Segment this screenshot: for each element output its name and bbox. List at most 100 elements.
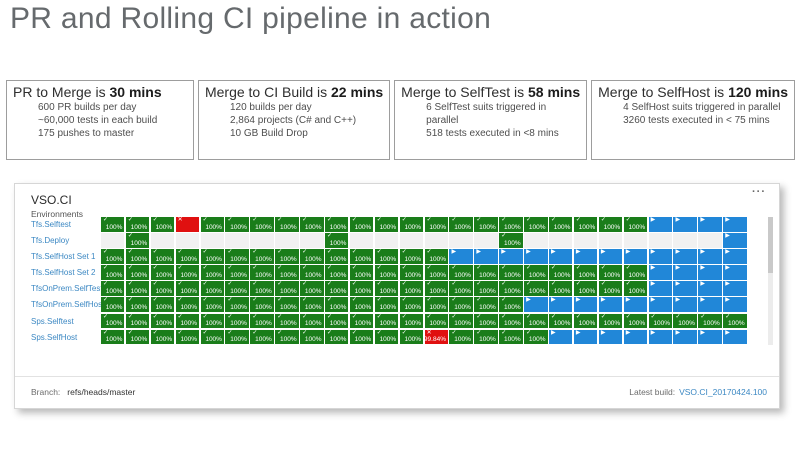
deployment-cell-pass[interactable]: ✓ 100% [474, 281, 498, 296]
deployment-cell-running[interactable]: ▶ [648, 297, 672, 312]
deployment-cell-pass[interactable]: ✓ 100% [449, 265, 473, 280]
deployment-cell-pass[interactable]: ✓ 100% [325, 265, 349, 280]
deployment-cell-running[interactable]: ▶ [723, 297, 747, 312]
deployment-cell-running[interactable]: ▶ [673, 329, 697, 345]
deployment-cell-pass[interactable]: ✓ 100% [424, 297, 448, 312]
deployment-cell-running[interactable]: ▶ [723, 217, 747, 232]
deployment-cell-pass[interactable]: ✓ 100% [449, 297, 473, 312]
deployment-cell-running[interactable]: ▶ [698, 217, 722, 232]
deployment-cell-pass[interactable]: ✓ 100% [424, 313, 448, 329]
deployment-cell-pass[interactable]: ✓ 100% [175, 265, 200, 280]
environment-link[interactable]: Tfs.SelfHost Set 1 [31, 252, 96, 262]
deployment-cell-pass[interactable]: ✓ 100% [573, 281, 598, 296]
deployment-cell-pass[interactable]: ✓ 100% [125, 249, 150, 264]
deployment-cell-pass[interactable]: ✓ 100% [598, 313, 623, 329]
environment-link[interactable]: Sps.SelfHost [31, 332, 78, 342]
deployment-cell-pass[interactable]: ✓ 100% [225, 265, 249, 280]
deployment-cell-pass[interactable]: ✓ 100% [175, 329, 200, 345]
deployment-cell-pass[interactable]: ✓ 100% [101, 217, 125, 232]
deployment-cell-pass[interactable]: ✓ 100% [325, 249, 349, 264]
deployment-cell-pass[interactable]: ✓ 100% [499, 217, 523, 232]
deployment-cell-pass[interactable]: ✓ 100% [225, 217, 249, 232]
deployment-cell-running[interactable]: ▶ [623, 297, 648, 312]
deployment-cell-fail[interactable]: ✕ 99.84% [424, 329, 448, 345]
deployment-cell-running[interactable]: ▶ [723, 249, 747, 264]
deployment-cell-pass[interactable]: ✓ 100% [623, 281, 648, 296]
deployment-cell-running[interactable]: ▶ [673, 265, 697, 280]
deployment-cell-pass[interactable]: ✓ 100% [325, 313, 349, 329]
deployment-cell-pass[interactable]: ✓ 100% [125, 281, 150, 296]
deployment-cell-pass[interactable]: ✓ 100% [524, 217, 548, 232]
deployment-cell-pass[interactable]: ✓ 100% [250, 313, 274, 329]
deployment-cell-running[interactable]: ▶ [673, 217, 697, 232]
deployment-cell-pass[interactable]: ✓ 100% [250, 281, 274, 296]
deployment-cell-pass[interactable]: ✓ 100% [399, 281, 424, 296]
deployment-cell-pass[interactable]: ✓ 100% [499, 297, 523, 312]
deployment-cell-pass[interactable]: ✓ 100% [573, 313, 598, 329]
deployment-cell-pass[interactable]: ✓ 100% [275, 329, 299, 345]
deployment-cell-pass[interactable]: ✓ 100% [598, 281, 623, 296]
deployment-cell-pass[interactable]: ✓ 100% [250, 265, 274, 280]
deployment-cell-running[interactable]: ▶ [549, 329, 573, 345]
deployment-cell-pass[interactable]: ✓ 100% [549, 281, 573, 296]
deployment-cell-pass[interactable]: ✓ 100% [225, 313, 249, 329]
deployment-cell-pass[interactable]: ✓ 100% [325, 329, 349, 345]
deployment-cell-pass[interactable]: ✓ 100% [424, 217, 448, 232]
deployment-cell-running[interactable]: ▶ [698, 297, 722, 312]
deployment-cell-pass[interactable]: ✓ 100% [573, 265, 598, 280]
deployment-cell-pass[interactable]: ✓ 100% [524, 329, 548, 345]
deployment-cell-pass[interactable]: ✓ 100% [399, 329, 424, 345]
deployment-cell-running[interactable]: ▶ [648, 281, 672, 296]
deployment-cell-pass[interactable]: ✓ 100% [399, 297, 424, 312]
deployment-cell-pass[interactable]: ✓ 100% [125, 313, 150, 329]
deployment-cell-pass[interactable]: ✓ 100% [499, 313, 523, 329]
deployment-cell-pass[interactable]: ✓ 100% [499, 265, 523, 280]
deployment-cell-pass[interactable]: ✓ 100% [300, 281, 324, 296]
environment-link[interactable]: Tfs.Selftest [31, 220, 72, 229]
environment-link[interactable]: TfsOnPrem.SelfTest [31, 284, 103, 294]
deployment-cell-pass[interactable]: ✓ 100% [349, 297, 374, 312]
deployment-cell-pass[interactable]: ✓ 100% [349, 265, 374, 280]
deployment-cell-running[interactable]: ▶ [499, 249, 523, 264]
deployment-cell-running[interactable]: ▶ [698, 281, 722, 296]
scrollbar-thumb[interactable] [768, 217, 773, 273]
deployment-cell-running[interactable]: ▶ [648, 217, 672, 232]
deployment-cell-pass[interactable]: ✓ 100% [449, 217, 473, 232]
deployment-cell-pass[interactable]: ✓ 100% [101, 329, 125, 345]
deployment-cell-pass[interactable]: ✓ 100% [150, 329, 175, 345]
deployment-cell-pass[interactable]: ✓ 100% [524, 265, 548, 280]
deployment-cell-pass[interactable]: ✓ 100% [399, 217, 424, 232]
deployment-cell-pass[interactable]: ✓ 100% [549, 217, 573, 232]
deployment-cell-pass[interactable]: ✓ 100% [275, 313, 299, 329]
deployment-cell-pass[interactable]: ✓ 100% [374, 249, 399, 264]
deployment-cell-pass[interactable]: ✓ 100% [524, 281, 548, 296]
deployment-cell-pass[interactable]: ✓ 100% [150, 265, 175, 280]
deployment-cell-pass[interactable]: ✓ 100% [474, 265, 498, 280]
deployment-cell-pass[interactable]: ✓ 100% [623, 217, 648, 232]
deployment-cell-pass[interactable]: ✓ 100% [449, 313, 473, 329]
deployment-cell-fail[interactable]: ✕ [175, 217, 200, 232]
deployment-cell-pass[interactable]: ✓ 100% [101, 297, 125, 312]
deployment-cell-pass[interactable]: ✓ 100% [499, 233, 523, 248]
deployment-cell-pass[interactable]: ✓ 100% [300, 329, 324, 345]
deployment-cell-pass[interactable]: ✓ 100% [349, 217, 374, 232]
deployment-cell-pass[interactable]: ✓ 100% [474, 217, 498, 232]
deployment-cell-pass[interactable]: ✓ 100% [175, 297, 200, 312]
deployment-cell-pass[interactable]: ✓ 100% [399, 249, 424, 264]
deployment-cell-pass[interactable]: ✓ 100% [250, 297, 274, 312]
deployment-cell-pass[interactable]: ✓ 100% [499, 329, 523, 345]
deployment-cell-running[interactable]: ▶ [648, 265, 672, 280]
deployment-cell-pass[interactable]: ✓ 100% [573, 217, 598, 232]
deployment-cell-pass[interactable]: ✓ 100% [374, 281, 399, 296]
deployment-cell-pass[interactable]: ✓ 100% [349, 249, 374, 264]
deployment-cell-running[interactable]: ▶ [673, 249, 697, 264]
environment-link[interactable]: TfsOnPrem.SelfHost [31, 300, 105, 310]
deployment-cell-pass[interactable]: ✓ 100% [349, 329, 374, 345]
environment-link[interactable]: Tfs.SelfHost Set 2 [31, 268, 96, 278]
deployment-cell-pass[interactable]: ✓ 100% [698, 313, 722, 329]
deployment-cell-pass[interactable]: ✓ 100% [150, 217, 175, 232]
deployment-cell-running[interactable]: ▶ [723, 281, 747, 296]
deployment-cell-pass[interactable]: ✓ 100% [325, 297, 349, 312]
deployment-cell-pass[interactable]: ✓ 100% [175, 281, 200, 296]
deployment-cell-pass[interactable]: ✓ 100% [275, 249, 299, 264]
